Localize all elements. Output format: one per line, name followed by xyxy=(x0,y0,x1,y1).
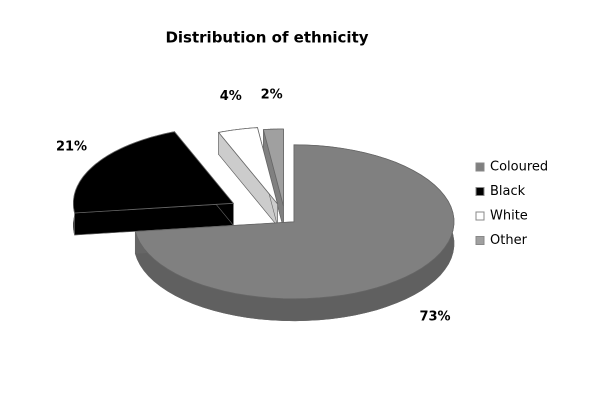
slice xyxy=(217,127,278,205)
legend-label: Other xyxy=(490,233,528,248)
chart-title: Distribution of ethnicity xyxy=(165,29,368,47)
legend-swatch xyxy=(475,187,485,196)
data-label: 21% xyxy=(56,139,87,154)
slice xyxy=(262,128,284,207)
legend-label: Coloured xyxy=(490,160,548,175)
data-label: 2% xyxy=(261,88,283,103)
legend-swatch xyxy=(475,162,485,172)
slice xyxy=(134,144,455,300)
legend-label: Black xyxy=(490,184,526,199)
legend-swatch xyxy=(475,236,485,245)
data-label: 73% xyxy=(419,310,450,325)
legend-swatch xyxy=(475,211,485,221)
legend-label: White xyxy=(490,209,528,224)
slice xyxy=(73,131,235,214)
data-label: 4% xyxy=(220,89,242,104)
